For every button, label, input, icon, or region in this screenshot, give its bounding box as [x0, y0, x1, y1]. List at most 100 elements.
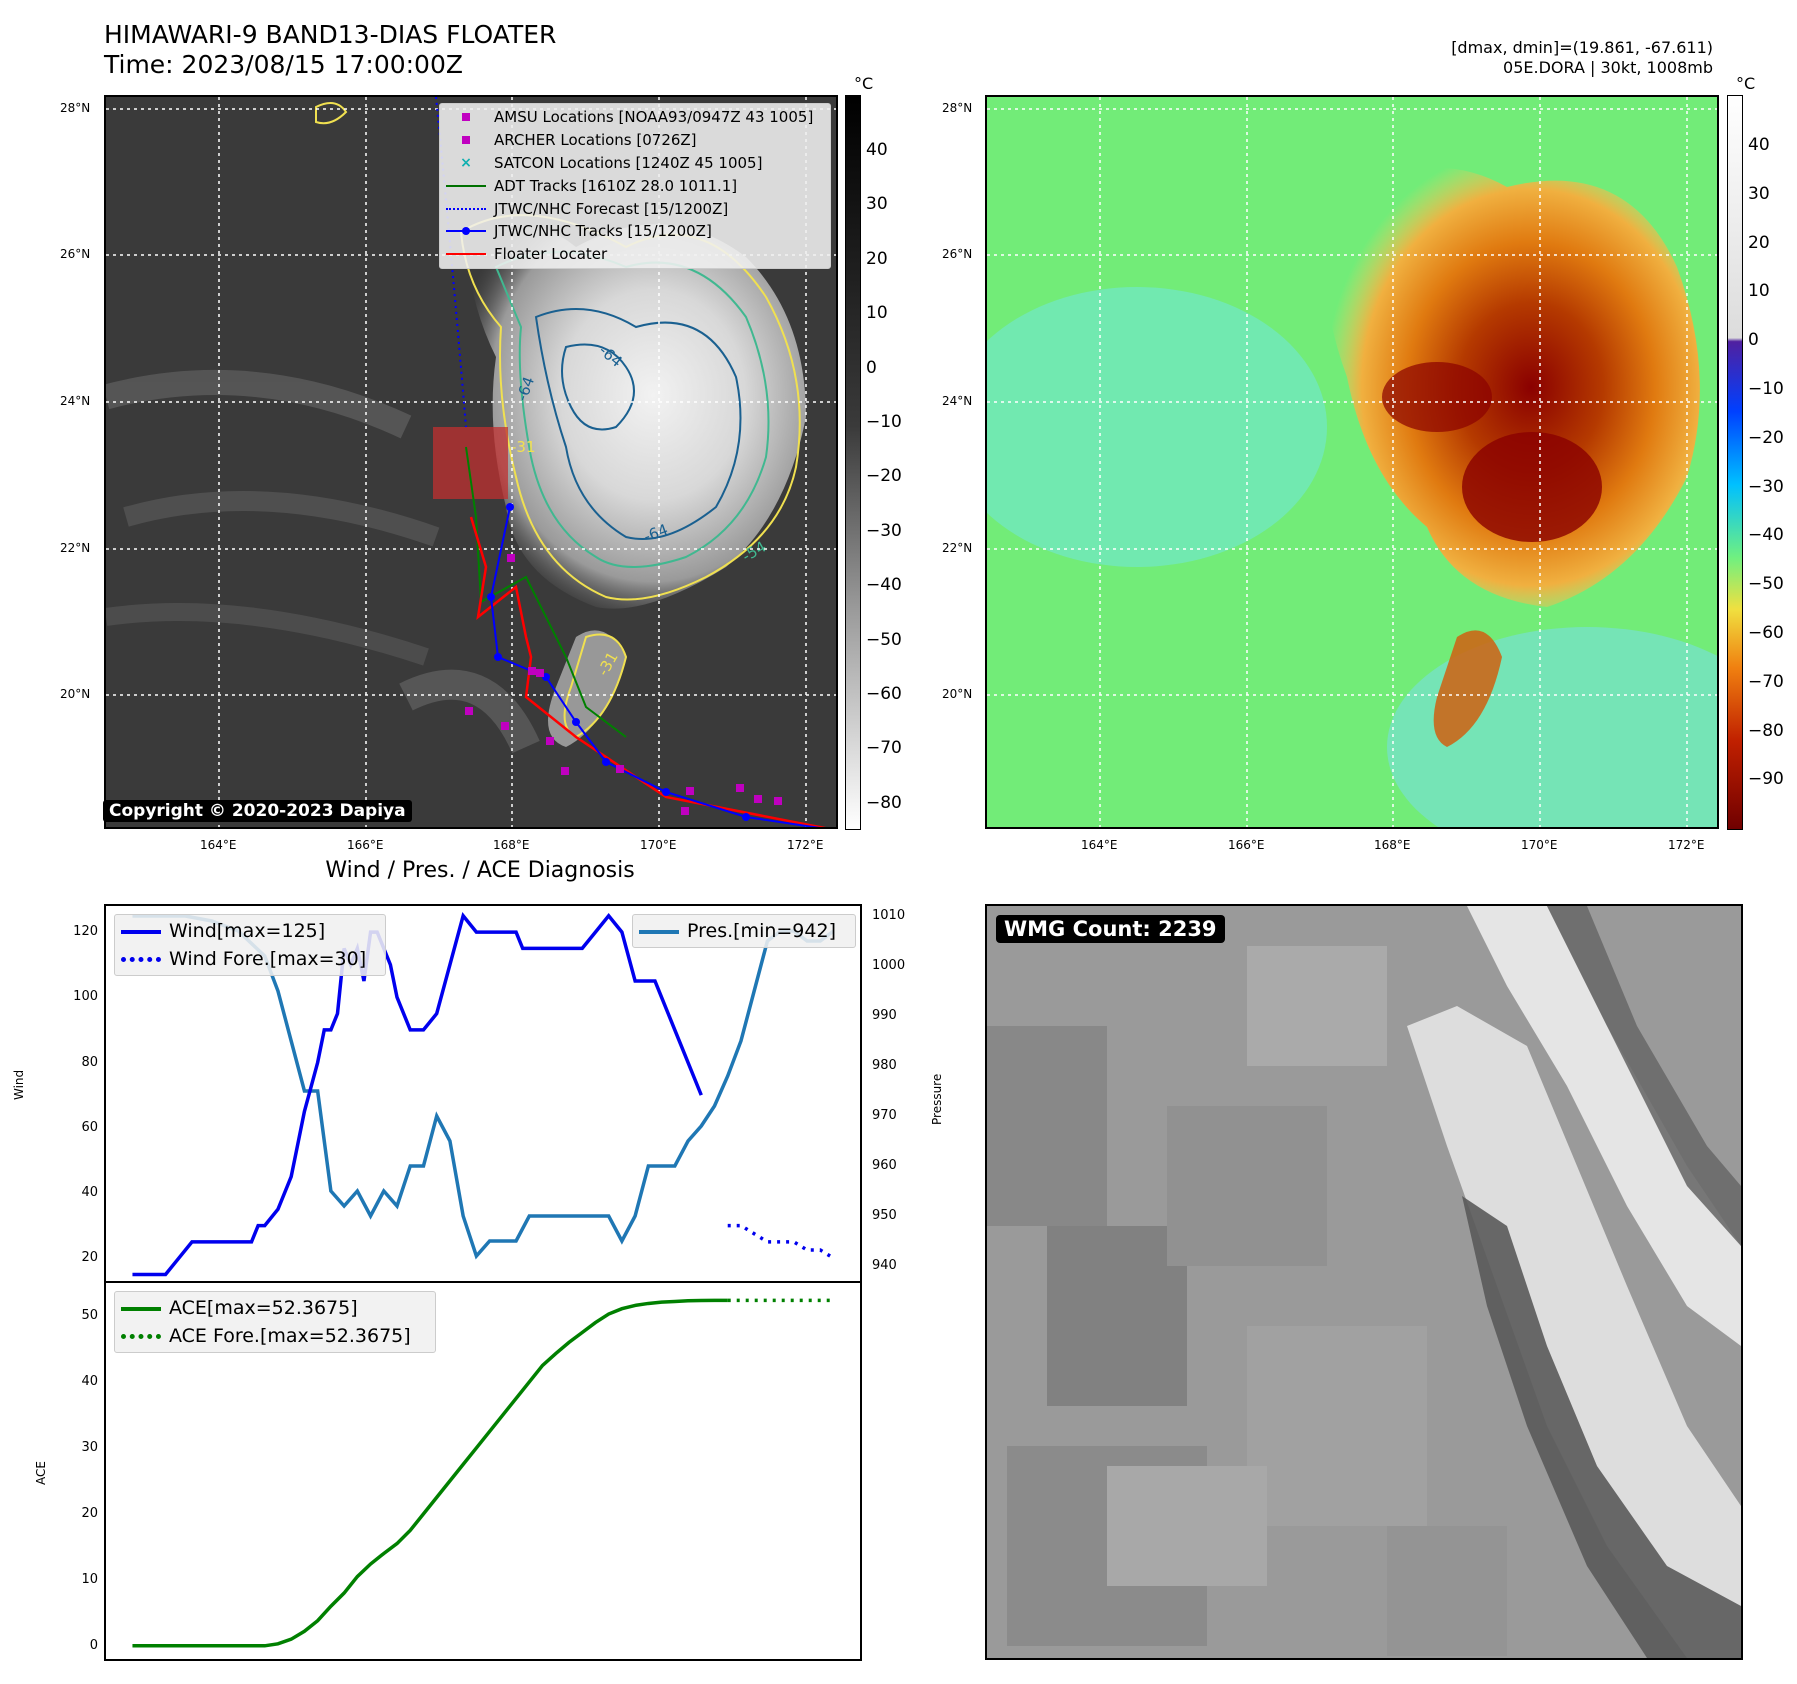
legend-label-amsu: AMSU Locations [NOAA93/0947Z 43 1005]: [494, 108, 814, 127]
title-line-2: Time: 2023/08/15 17:00:00Z: [104, 50, 463, 79]
wind-axis-tick-label: 120: [73, 924, 98, 940]
wind-axis-tick-label: 80: [81, 1054, 98, 1070]
wmg-dark-band: [1462, 1196, 1741, 1658]
x-marker-icon: ×: [460, 154, 472, 171]
legend-row-forecast: JTWC/NHC Forecast [15/1200Z]: [440, 197, 830, 220]
ace-axis-label: ACE: [34, 1461, 48, 1485]
legend-label-ace: ACE[max=52.3675]: [169, 1297, 358, 1319]
legend-label-adt: ADT Tracks [1610Z 28.0 1011.1]: [494, 176, 738, 195]
gray-colorbar-tick-label: −20: [866, 466, 902, 487]
figure-title: HIMAWARI-9 BAND13-DIAS FLOATER Time: 202…: [104, 20, 556, 80]
solid-line-icon: [121, 1300, 161, 1316]
ace-axis-tick-label: 40: [81, 1373, 98, 1389]
pressure-axis-tick-label: 950: [872, 1208, 897, 1223]
map-legend: AMSU Locations [NOAA93/0947Z 43 1005] AR…: [439, 103, 831, 269]
line-dot-icon: [446, 223, 486, 239]
dotted-line-icon: [121, 951, 161, 967]
wmg-count-badge: WMG Count: 2239: [996, 915, 1225, 943]
color-colorbar: [1727, 95, 1743, 830]
color-colorbar-tick-label: −50: [1748, 574, 1784, 595]
pressure-axis-tick-label: 960: [872, 1158, 897, 1173]
solid-line-icon: [639, 923, 679, 939]
gray-colorbar-tick-label: 20: [866, 248, 888, 269]
gray-colorbar-tick-label: −70: [866, 738, 902, 759]
lon-label-166-right: 166°E: [1228, 838, 1265, 852]
contour-island: [315, 102, 348, 125]
lon-label-164: 164°E: [200, 838, 237, 852]
dry-air-region: [987, 287, 1327, 567]
lon-label-168: 168°E: [493, 838, 530, 852]
legend-label-ace-fore: ACE Fore.[max=52.3675]: [169, 1325, 411, 1347]
lon-label-170: 170°E: [640, 838, 677, 852]
contour-band: [563, 633, 628, 739]
legend-row-pressure: Pres.[min=942]: [633, 917, 855, 945]
color-colorbar-tick-label: 40: [1748, 135, 1770, 155]
square-marker-icon: [446, 132, 486, 148]
gray-colorbar-tick-label: −30: [866, 520, 902, 541]
gray-colorbar-tick-label: 0: [866, 357, 877, 378]
gray-colorbar: [845, 95, 861, 830]
line-marker-icon: [446, 178, 486, 194]
pressure-legend: Pres.[min=942]: [632, 914, 856, 948]
lat-label-20: 20°N: [60, 687, 91, 701]
legend-row-wind-fore: Wind Fore.[max=30]: [115, 945, 385, 973]
gray-colorbar-tick-label: −60: [866, 684, 902, 704]
color-colorbar-tick-label: −10: [1748, 379, 1784, 399]
color-colorbar-tick-label: −60: [1748, 623, 1784, 643]
legend-row-jtwc: JTWC/NHC Tracks [15/1200Z]: [440, 220, 830, 243]
legend-row-wind: Wind[max=125]: [115, 917, 385, 945]
ir-map-panel: -64 -64 -64 -54 -31 -31: [104, 95, 838, 829]
jtwc-track-points: [487, 503, 750, 821]
color-colorbar-tick-label: −20: [1748, 427, 1784, 448]
ace-axis-tick-label: 0: [89, 1637, 98, 1653]
legend-label-forecast: JTWC/NHC Forecast [15/1200Z]: [494, 199, 729, 218]
color-colorbar-tick-label: 0: [1748, 330, 1759, 351]
adt-track: [465, 446, 627, 738]
lon-label-168-right: 168°E: [1374, 838, 1411, 852]
gray-colorbar-tick-label: 10: [866, 303, 888, 324]
gray-colorbar-tick-label: −40: [866, 575, 902, 596]
color-colorbar-tick-label: 20: [1748, 232, 1770, 253]
storm-info-block: [dmax, dmin]=(19.861, -67.611) 05E.DORA …: [1451, 38, 1713, 78]
contour-label-5: -31: [511, 438, 536, 456]
ace-legend: ACE[max=52.3675] ACE Fore.[max=52.3675]: [114, 1291, 436, 1353]
square-marker-icon: [446, 109, 486, 125]
rain-band: [1433, 630, 1502, 747]
storm-core: [1382, 362, 1492, 432]
pressure-axis-tick-label: 940: [872, 1258, 897, 1273]
pressure-axis-tick-label: 1010: [872, 908, 906, 923]
wind-axis-tick-label: 100: [73, 989, 98, 1005]
ace-axis-tick-label: 20: [81, 1505, 98, 1521]
pressure-axis-label: Pressure: [930, 1073, 944, 1125]
amsu-archer-points: [465, 554, 782, 815]
color-colorbar-tick-label: −70: [1748, 671, 1784, 692]
lat-label-22: 22°N: [60, 541, 91, 555]
color-colorbar-unit: °C: [1736, 74, 1756, 93]
lon-label-164-right: 164°E: [1081, 838, 1118, 852]
color-colorbar-tick-label: −90: [1748, 769, 1784, 790]
ace-svg: [132, 1298, 834, 1648]
legend-row-archer: ARCHER Locations [0726Z]: [440, 129, 830, 152]
legend-label-wind: Wind[max=125]: [169, 920, 326, 942]
line-marker-icon: [446, 246, 486, 262]
lon-label-172: 172°E: [787, 838, 824, 852]
lat-label-26: 26°N: [60, 247, 91, 261]
gray-colorbar-tick-label: −10: [866, 412, 902, 432]
storm-core: [1462, 432, 1602, 542]
copyright-label: Copyright © 2020-2023 Dapiya: [103, 800, 412, 822]
lon-label-172-right: 172°E: [1668, 838, 1705, 852]
pressure-axis-tick-label: 990: [872, 1008, 897, 1023]
pressure-axis-tick-label: 980: [872, 1058, 897, 1073]
legend-label-satcon: SATCON Locations [1240Z 45 1005]: [494, 153, 763, 172]
lon-label-170-right: 170°E: [1521, 838, 1558, 852]
ace-axis-tick-label: 10: [81, 1571, 98, 1587]
wind-series-line: [132, 912, 703, 1277]
lat-label-26-right: 26°N: [942, 247, 973, 261]
legend-row-ace: ACE[max=52.3675]: [115, 1294, 435, 1322]
color-colorbar-tick-label: −40: [1748, 525, 1784, 546]
gray-colorbar-tick-label: −50: [866, 629, 902, 650]
wind-axis-tick-label: 40: [81, 1184, 98, 1200]
color-colorbar-tick-label: −30: [1748, 476, 1784, 497]
lat-label-24: 24°N: [60, 394, 91, 408]
dmax-dmin-label: [dmax, dmin]=(19.861, -67.611): [1451, 38, 1713, 57]
